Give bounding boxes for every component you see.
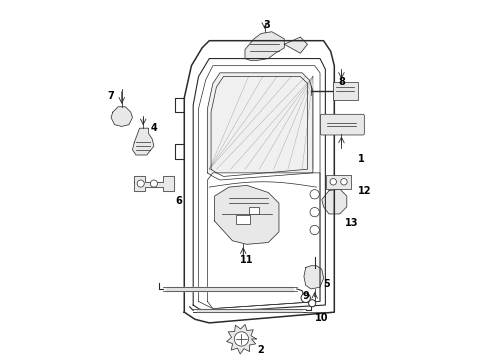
Circle shape — [234, 332, 248, 346]
Circle shape — [310, 207, 319, 217]
Polygon shape — [207, 173, 320, 309]
Text: 8: 8 — [338, 77, 345, 87]
Polygon shape — [284, 37, 308, 53]
Text: 9: 9 — [302, 291, 309, 301]
Circle shape — [330, 179, 337, 185]
Text: 3: 3 — [263, 19, 270, 30]
Circle shape — [310, 225, 319, 235]
Polygon shape — [111, 107, 132, 126]
Circle shape — [310, 190, 319, 199]
FancyBboxPatch shape — [320, 114, 364, 135]
Bar — [236, 215, 250, 224]
Text: 6: 6 — [175, 197, 182, 206]
Text: 10: 10 — [315, 312, 328, 323]
Bar — [248, 207, 259, 214]
Text: 11: 11 — [240, 255, 253, 265]
Bar — [333, 82, 358, 100]
Text: 13: 13 — [345, 218, 359, 228]
Circle shape — [301, 293, 310, 302]
Text: 4: 4 — [150, 123, 157, 133]
Polygon shape — [132, 128, 154, 155]
Polygon shape — [211, 76, 308, 176]
Bar — [326, 175, 351, 189]
Circle shape — [341, 179, 347, 185]
Polygon shape — [245, 32, 284, 60]
Circle shape — [150, 180, 157, 187]
Text: 12: 12 — [358, 186, 371, 196]
Text: 1: 1 — [358, 154, 364, 163]
Text: 7: 7 — [108, 91, 115, 101]
Circle shape — [309, 300, 316, 307]
Polygon shape — [134, 176, 173, 191]
Polygon shape — [227, 324, 256, 354]
Polygon shape — [215, 185, 279, 244]
Text: 5: 5 — [323, 279, 330, 289]
Text: 2: 2 — [258, 345, 264, 355]
Polygon shape — [207, 73, 313, 180]
Polygon shape — [322, 189, 347, 214]
Circle shape — [137, 180, 144, 187]
Polygon shape — [304, 266, 323, 289]
Polygon shape — [184, 41, 334, 323]
